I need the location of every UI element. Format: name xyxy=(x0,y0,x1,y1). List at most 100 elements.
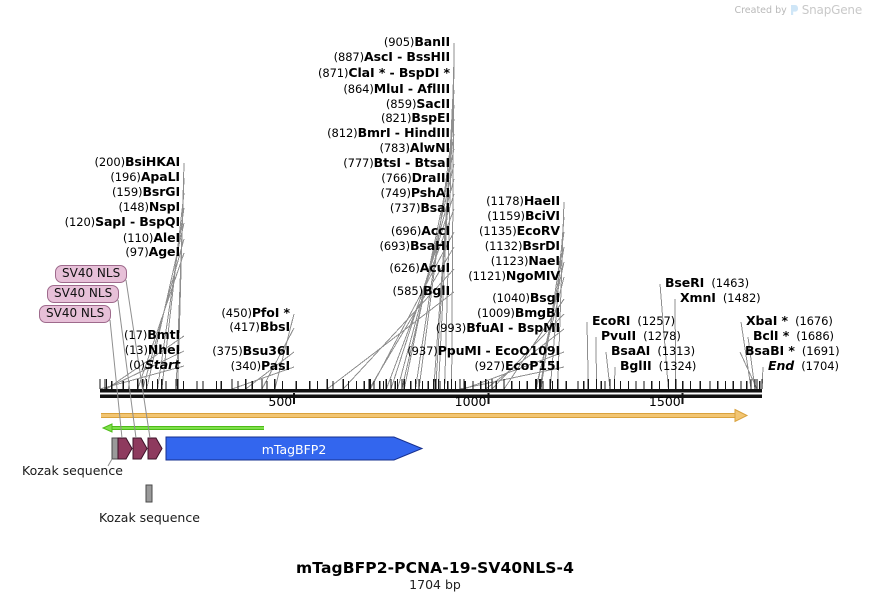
enzyme-position: (1324) xyxy=(651,359,697,373)
enzyme-site-label: (375)Bsu36I xyxy=(0,344,290,359)
sv40-nls-arrow-2 xyxy=(132,437,148,460)
enzyme-name: BssHII xyxy=(406,49,450,64)
enzyme-name: PshAI xyxy=(410,185,450,200)
enzyme-site-label: (1121)NgoMIV xyxy=(0,268,560,284)
enzyme-site-label: (783)AlwNI xyxy=(0,140,450,156)
enzyme-site-label: (766)DraIII xyxy=(0,170,450,186)
enzyme-position: (737) xyxy=(389,201,421,215)
enzyme-name: AlwNI xyxy=(409,140,450,155)
enzyme-name: DraIII xyxy=(411,170,450,185)
enzyme-name: PvuII xyxy=(601,328,637,343)
enzyme-position: (0) xyxy=(128,358,145,372)
enzyme-site-label: (927)EcoP15I xyxy=(0,358,561,374)
enzyme-site-label: (1159)BciVI xyxy=(0,208,560,224)
enzyme-separator: - xyxy=(481,343,495,358)
enzyme-site-label: BsaBI * (1691) xyxy=(745,343,840,359)
enzyme-name: EcoRI xyxy=(592,313,631,328)
kozak-sequence-legend-block xyxy=(145,484,153,503)
enzyme-separator: - xyxy=(385,65,399,80)
enzyme-site-label: (993)BfuAI - BspMI xyxy=(0,320,560,336)
snapgene-logo-icon xyxy=(790,5,798,15)
enzyme-name: XmnI xyxy=(680,290,716,305)
enzyme-name: NgoMIV xyxy=(505,268,560,283)
enzyme-site-label: (585)BglI xyxy=(0,284,451,299)
enzyme-name: BbsI xyxy=(259,319,290,334)
enzyme-position: (1482) xyxy=(715,291,761,305)
kozak-sequence-caption: Kozak sequence xyxy=(99,510,200,525)
enzyme-position: (375) xyxy=(212,344,243,358)
enzyme-name: BspMI xyxy=(517,320,560,335)
enzyme-site-label: (737)BsaI xyxy=(0,201,450,216)
enzyme-name: NspI xyxy=(148,199,180,214)
enzyme-position: (1159) xyxy=(487,209,525,223)
enzyme-name: BsaBI * xyxy=(745,343,795,358)
enzyme-position: (821) xyxy=(380,111,412,125)
enzyme-site-label: (1123)NaeI xyxy=(0,253,560,269)
enzyme-name: BmtI xyxy=(147,327,180,342)
enzyme-name: AflIII xyxy=(417,81,450,96)
enzyme-name: EcoP15I xyxy=(504,358,560,373)
enzyme-name: BciVI xyxy=(524,208,560,223)
enzyme-name: EcoO109I xyxy=(494,343,560,358)
enzyme-name: ApaLI xyxy=(140,169,180,184)
enzyme-position: (1676) xyxy=(787,314,833,328)
enzyme-name: EcoRV xyxy=(516,223,560,238)
enzyme-position: (766) xyxy=(381,171,412,185)
enzyme-site-label: EcoRI (1257) xyxy=(592,313,676,329)
enzyme-name: End xyxy=(768,358,795,373)
enzyme-position: (777) xyxy=(343,156,374,170)
page-subtitle: 1704 bp xyxy=(409,577,461,592)
enzyme-position: (783) xyxy=(379,141,410,155)
enzyme-site-label: (864)MluI - AflIII xyxy=(0,81,450,97)
enzyme-site-label: (905)BanII xyxy=(0,35,450,50)
enzyme-position: (585) xyxy=(392,284,424,298)
enzyme-name: XbaI * xyxy=(746,313,788,328)
enzyme-position: (696) xyxy=(390,224,422,238)
sv40-nls-badge[interactable]: SV40 NLS xyxy=(47,285,120,303)
enzyme-name: BglII xyxy=(620,358,652,373)
enzyme-site-label: (1178)HaeII xyxy=(0,194,560,209)
enzyme-position: (927) xyxy=(474,359,506,373)
enzyme-position: (1040) xyxy=(492,291,530,305)
enzyme-name: MluI xyxy=(373,81,404,96)
enzyme-position: (120) xyxy=(64,215,96,229)
enzyme-site-label: (626)AcuI xyxy=(0,261,450,276)
enzyme-site-label: (120)SapI - BspQI xyxy=(0,214,180,230)
enzyme-site-label: (887)AscI - BssHII xyxy=(0,49,450,65)
enzyme-site-label: (340)PasI xyxy=(0,359,290,374)
ruler-tick-label: 1500 xyxy=(648,394,681,409)
mtagbfp2-arrow-label: mTagBFP2 xyxy=(261,442,327,457)
enzyme-site-label: (937)PpuMI - EcoO109I xyxy=(0,343,560,359)
enzyme-site-label: (693)BsaHI xyxy=(0,239,451,254)
enzyme-position: (693) xyxy=(379,239,411,253)
enzyme-name: BspEI xyxy=(411,110,450,125)
enzyme-site-label: (17)BmtI xyxy=(0,327,180,343)
enzyme-position: (159) xyxy=(112,185,143,199)
enzyme-name: BmgBI xyxy=(514,305,560,320)
enzyme-site-label: (417)BbsI xyxy=(0,319,290,335)
enzyme-site-label: (696)AccI xyxy=(0,223,450,239)
enzyme-name: NaeI xyxy=(528,253,560,268)
enzyme-position: (626) xyxy=(389,261,420,275)
enzyme-position: (1463) xyxy=(704,276,749,290)
enzyme-position: (200) xyxy=(94,155,126,169)
enzyme-name: BtsaI xyxy=(414,155,450,170)
enzyme-position: (1691) xyxy=(794,344,840,358)
enzyme-site-label: End (1704) xyxy=(768,358,839,374)
enzyme-name: AccI xyxy=(421,223,450,238)
enzyme-site-label: (777)BtsI - BtsaI xyxy=(0,155,450,171)
enzyme-name: Start xyxy=(144,357,180,372)
enzyme-name: BsrGI xyxy=(142,184,180,199)
sv40-nls-badge[interactable]: SV40 NLS xyxy=(39,305,112,323)
enzyme-name: AgeI xyxy=(148,244,180,259)
enzyme-position: (1257) xyxy=(630,314,676,328)
watermark-brand: SnapGene xyxy=(801,3,862,17)
enzyme-position: (1278) xyxy=(636,329,681,343)
enzyme-name: SapI xyxy=(95,214,126,229)
enzyme-site-label: XbaI * (1676) xyxy=(746,313,833,329)
enzyme-site-label: (13)NheI xyxy=(0,343,180,358)
enzyme-site-label: PvuII (1278) xyxy=(601,328,681,344)
enzyme-site-label: (859)SacII xyxy=(0,97,450,112)
sv40-nls-badge[interactable]: SV40 NLS xyxy=(55,265,128,283)
